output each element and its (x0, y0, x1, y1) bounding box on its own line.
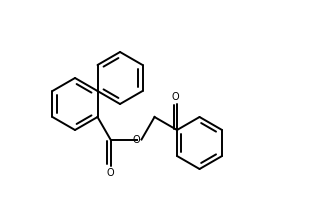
Text: O: O (107, 167, 114, 177)
Text: O: O (133, 135, 140, 145)
Text: O: O (171, 92, 179, 102)
